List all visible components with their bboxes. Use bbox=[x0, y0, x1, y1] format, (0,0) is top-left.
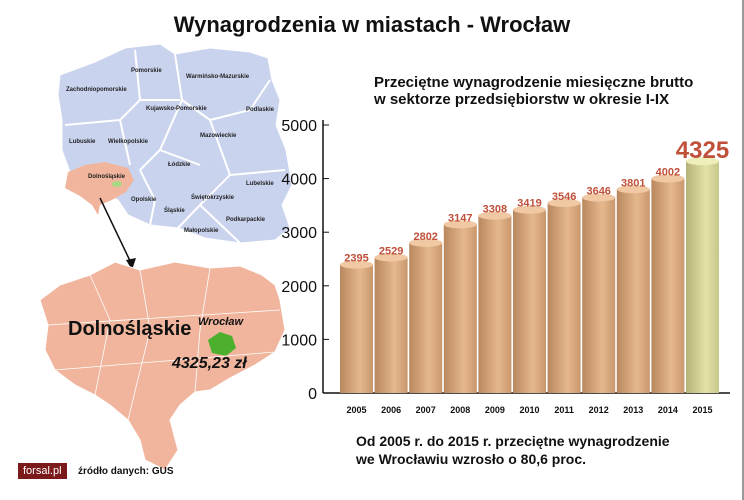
x-tick-label: 2007 bbox=[416, 405, 436, 415]
arrow-head bbox=[126, 258, 136, 270]
page-title: Wynagrodzenia w miastach - Wrocław bbox=[173, 12, 571, 37]
region-label: Kujawsko-Pomorskie bbox=[146, 106, 207, 112]
forsal-logo: forsal.pl bbox=[18, 463, 67, 479]
dolnoslaskie-small bbox=[65, 162, 134, 215]
bar bbox=[340, 264, 373, 393]
bar-top bbox=[616, 185, 650, 194]
bar bbox=[651, 178, 685, 393]
bar bbox=[616, 189, 650, 393]
bar-top bbox=[651, 174, 685, 183]
region-label: Mazowieckie bbox=[200, 133, 237, 139]
data-label: 3801 bbox=[621, 177, 645, 189]
region-label: Podkarpackie bbox=[226, 217, 266, 223]
note-line: Od 2005 r. do 2015 r. przeciętne wynagro… bbox=[356, 433, 670, 449]
bar bbox=[374, 257, 408, 393]
data-label: 4002 bbox=[656, 166, 680, 178]
y-tick-label: 2000 bbox=[281, 279, 317, 296]
bar-chart: 0 1000 2000 3000 4000 5000 2395 2005 2529 2006 280… bbox=[281, 118, 730, 415]
x-tick-label: 2014 bbox=[658, 405, 678, 415]
bar-top bbox=[686, 157, 719, 166]
bar-top bbox=[443, 220, 477, 229]
bar-top bbox=[582, 193, 616, 202]
chart-title: Przeciętne wynagrodzenie miesięczne brut… bbox=[374, 74, 693, 108]
data-label: 2395 bbox=[344, 253, 368, 265]
data-label: 3147 bbox=[448, 212, 472, 224]
region-label: Lubelskie bbox=[246, 181, 274, 187]
x-tick-label: 2012 bbox=[589, 405, 609, 415]
bar bbox=[582, 197, 616, 393]
detail-region-label: Dolnośląskie bbox=[68, 318, 192, 340]
note-line: we Wrocławiu wzrosło o 80,6 proc. bbox=[356, 451, 587, 467]
y-tick-label: 4000 bbox=[281, 172, 317, 189]
dolnoslaskie-large bbox=[39, 261, 286, 471]
bar-top bbox=[374, 253, 408, 262]
y-tick-label: 5000 bbox=[281, 118, 317, 135]
bar bbox=[547, 202, 581, 393]
x-tick-label: 2013 bbox=[623, 405, 643, 415]
chart-title-line: w sektorze przedsiębiorstw w okresie I-I… bbox=[374, 91, 670, 108]
bar-top bbox=[513, 205, 546, 214]
region-label: Małopolskie bbox=[184, 228, 219, 234]
region-label: Wielkopolskie bbox=[108, 139, 148, 145]
region-label: Łódzkie bbox=[168, 162, 191, 168]
data-label: 2802 bbox=[413, 231, 437, 243]
x-tick-label: 2010 bbox=[519, 405, 539, 415]
detail-value: 4325,23 zł bbox=[172, 355, 247, 372]
data-label: 2529 bbox=[379, 245, 403, 257]
region-label: Podlaskie bbox=[246, 107, 275, 113]
detail-city-label: Wrocław bbox=[198, 316, 244, 328]
bar-top bbox=[478, 211, 512, 220]
region-label: Warmińsko-Mazurskie bbox=[186, 74, 250, 80]
x-tick-label: 2011 bbox=[554, 405, 574, 415]
data-label: 3546 bbox=[552, 191, 576, 203]
summary-note: Od 2005 r. do 2015 r. przeciętne wynagro… bbox=[356, 432, 670, 468]
region-label: Lubuskie bbox=[69, 139, 96, 145]
wroclaw-small bbox=[112, 181, 122, 187]
pointer-arrow bbox=[99, 197, 133, 266]
bar-top bbox=[340, 260, 373, 269]
region-label: Śląskie bbox=[164, 208, 185, 214]
x-tick-label: 2008 bbox=[450, 405, 470, 415]
wroclaw-large bbox=[208, 332, 236, 356]
bar bbox=[513, 209, 546, 393]
region-label: Pomorskie bbox=[131, 68, 162, 74]
region-label: Dolnośląskie bbox=[88, 174, 126, 180]
region-label: Opolskie bbox=[131, 197, 157, 203]
data-label: 4325 bbox=[676, 137, 729, 164]
source-note: źródło danych: GUS bbox=[78, 466, 174, 477]
y-tick-label: 0 bbox=[308, 386, 317, 403]
region-label: Zachodniopomorskie bbox=[66, 87, 127, 93]
x-tick-label: 2009 bbox=[485, 405, 505, 415]
bar bbox=[686, 161, 719, 393]
data-label: 3646 bbox=[586, 186, 610, 198]
x-tick-label: 2015 bbox=[692, 405, 712, 415]
data-label: 3308 bbox=[483, 204, 507, 216]
bar bbox=[409, 242, 443, 393]
x-tick-label: 2005 bbox=[346, 405, 366, 415]
poland-map bbox=[39, 43, 293, 471]
bar bbox=[478, 215, 512, 393]
chart-title-line: Przeciętne wynagrodzenie miesięczne brut… bbox=[374, 74, 694, 91]
y-tick-label: 1000 bbox=[281, 332, 317, 349]
region-label: Świętokrzyskie bbox=[191, 195, 235, 201]
data-label: 3419 bbox=[517, 198, 541, 210]
x-tick-label: 2006 bbox=[381, 405, 401, 415]
bar bbox=[443, 224, 477, 393]
bar-top bbox=[547, 198, 581, 207]
bar-top bbox=[409, 238, 443, 247]
y-tick-label: 3000 bbox=[281, 225, 317, 242]
